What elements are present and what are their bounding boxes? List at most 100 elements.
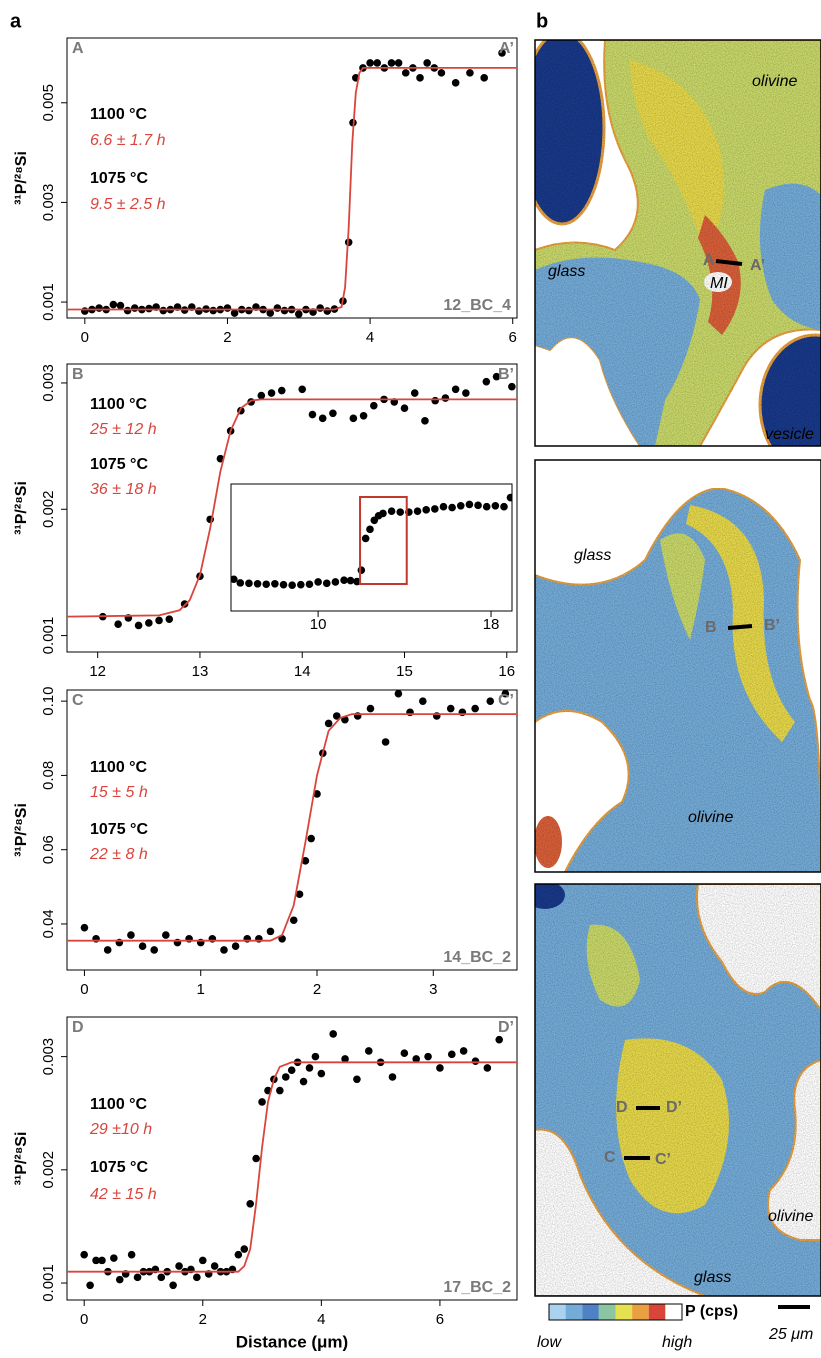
x-tick-label: 2: [313, 981, 321, 998]
y-axis-label: ³¹P/²⁸Si: [13, 151, 30, 205]
profile-label: D: [616, 1099, 628, 1116]
data-point: [388, 1073, 397, 1081]
colorbar-low: low: [537, 1334, 562, 1351]
data-point: [318, 414, 327, 423]
data-point: [230, 309, 239, 317]
data-point: [195, 307, 203, 315]
data-point: [400, 404, 409, 413]
data-point: [341, 1055, 349, 1063]
y-tick-label: 0.003: [40, 1038, 57, 1076]
data-point: [366, 59, 374, 67]
colorbar-swatch: [598, 1304, 616, 1320]
element-map: [535, 460, 821, 872]
panel-label: a: [10, 10, 22, 32]
data-point: [394, 690, 403, 698]
temperature: 1075 °C: [90, 1159, 148, 1176]
x-tick-label: 0: [81, 329, 89, 346]
x-axis-label: Distance (μm): [236, 1332, 348, 1351]
map-region: [767, 1058, 821, 1241]
data-point: [294, 310, 303, 318]
corner-label: D: [72, 1019, 84, 1036]
data-point: [80, 1250, 88, 1259]
corner-label: B: [72, 366, 84, 383]
data-point: [447, 1050, 456, 1059]
data-point: [436, 1064, 444, 1072]
panel-label: b: [536, 10, 548, 32]
x-tick-label: 6: [436, 1311, 444, 1328]
data-point: [98, 1256, 106, 1265]
data-point: [439, 502, 448, 511]
data-point: [220, 946, 228, 954]
data-point: [234, 1250, 243, 1259]
map-region: [704, 272, 732, 292]
colorbar-swatch: [565, 1304, 583, 1320]
x-tick-label: 14: [294, 663, 311, 680]
data-point: [138, 942, 147, 951]
data-point: [258, 1098, 266, 1106]
colorbar-swatch: [615, 1304, 633, 1320]
temperature: 1100 °C: [90, 106, 148, 123]
data-point: [159, 306, 168, 315]
data-point: [246, 1199, 255, 1208]
temperature: 1075 °C: [90, 456, 148, 473]
fit-line: [67, 398, 517, 618]
data-point: [253, 579, 262, 588]
y-tick-label: 0.002: [40, 1151, 57, 1189]
sample-name: 14_BC_2: [443, 949, 511, 966]
data-point: [401, 69, 410, 77]
y-tick-label: 0.06: [40, 835, 57, 864]
data-point: [110, 1254, 118, 1262]
data-point: [323, 307, 332, 315]
phase-label: glass: [694, 1269, 731, 1286]
plot-area: [67, 1030, 517, 1290]
data-point: [498, 49, 506, 57]
map-texture: [535, 40, 821, 446]
plot-frame: [230, 483, 513, 612]
data-point: [236, 579, 245, 587]
data-point: [381, 738, 390, 746]
data-point: [103, 946, 112, 954]
data-point: [501, 690, 510, 698]
data-point: [508, 382, 516, 391]
data-point: [287, 1066, 296, 1075]
plot-area: [67, 690, 517, 954]
data-point: [145, 304, 153, 313]
fit-line: [67, 713, 517, 942]
data-point: [130, 304, 139, 312]
temperature: 1075 °C: [90, 821, 148, 838]
data-point: [373, 59, 382, 67]
data-point: [273, 304, 282, 312]
x-tick-label: 0: [80, 1311, 88, 1328]
map-texture: [535, 486, 821, 872]
scale-bar-label: 25 μm: [768, 1326, 813, 1343]
x-tick-label: 6: [509, 329, 517, 346]
data-point: [123, 306, 132, 315]
map-region: [535, 257, 700, 446]
data-point: [410, 389, 419, 397]
y-tick-label: 0.003: [40, 184, 57, 222]
y-tick-label: 0.005: [40, 84, 57, 122]
data-point: [400, 1049, 409, 1058]
data-point: [289, 916, 298, 925]
data-point: [223, 304, 232, 312]
data-point: [145, 619, 153, 627]
data-point: [252, 1154, 260, 1163]
data-point: [81, 307, 89, 315]
data-point: [379, 509, 387, 518]
data-point: [471, 1057, 480, 1065]
y-axis-label: ³¹P/²⁸Si: [13, 803, 30, 857]
data-point: [314, 578, 322, 586]
data-point: [231, 575, 238, 584]
data-point: [316, 304, 324, 312]
data-point: [396, 508, 405, 516]
duration: 6.6 ± 1.7 h: [90, 132, 166, 149]
map-region: [686, 505, 795, 742]
data-point: [441, 394, 450, 402]
data-point: [279, 580, 288, 589]
data-point: [165, 615, 174, 623]
data-point: [169, 1281, 177, 1290]
x-tick-label: 2: [223, 329, 231, 346]
duration: 22 ± 8 h: [89, 846, 148, 863]
temperature: 1100 °C: [90, 1096, 148, 1113]
map-region: [759, 183, 821, 330]
